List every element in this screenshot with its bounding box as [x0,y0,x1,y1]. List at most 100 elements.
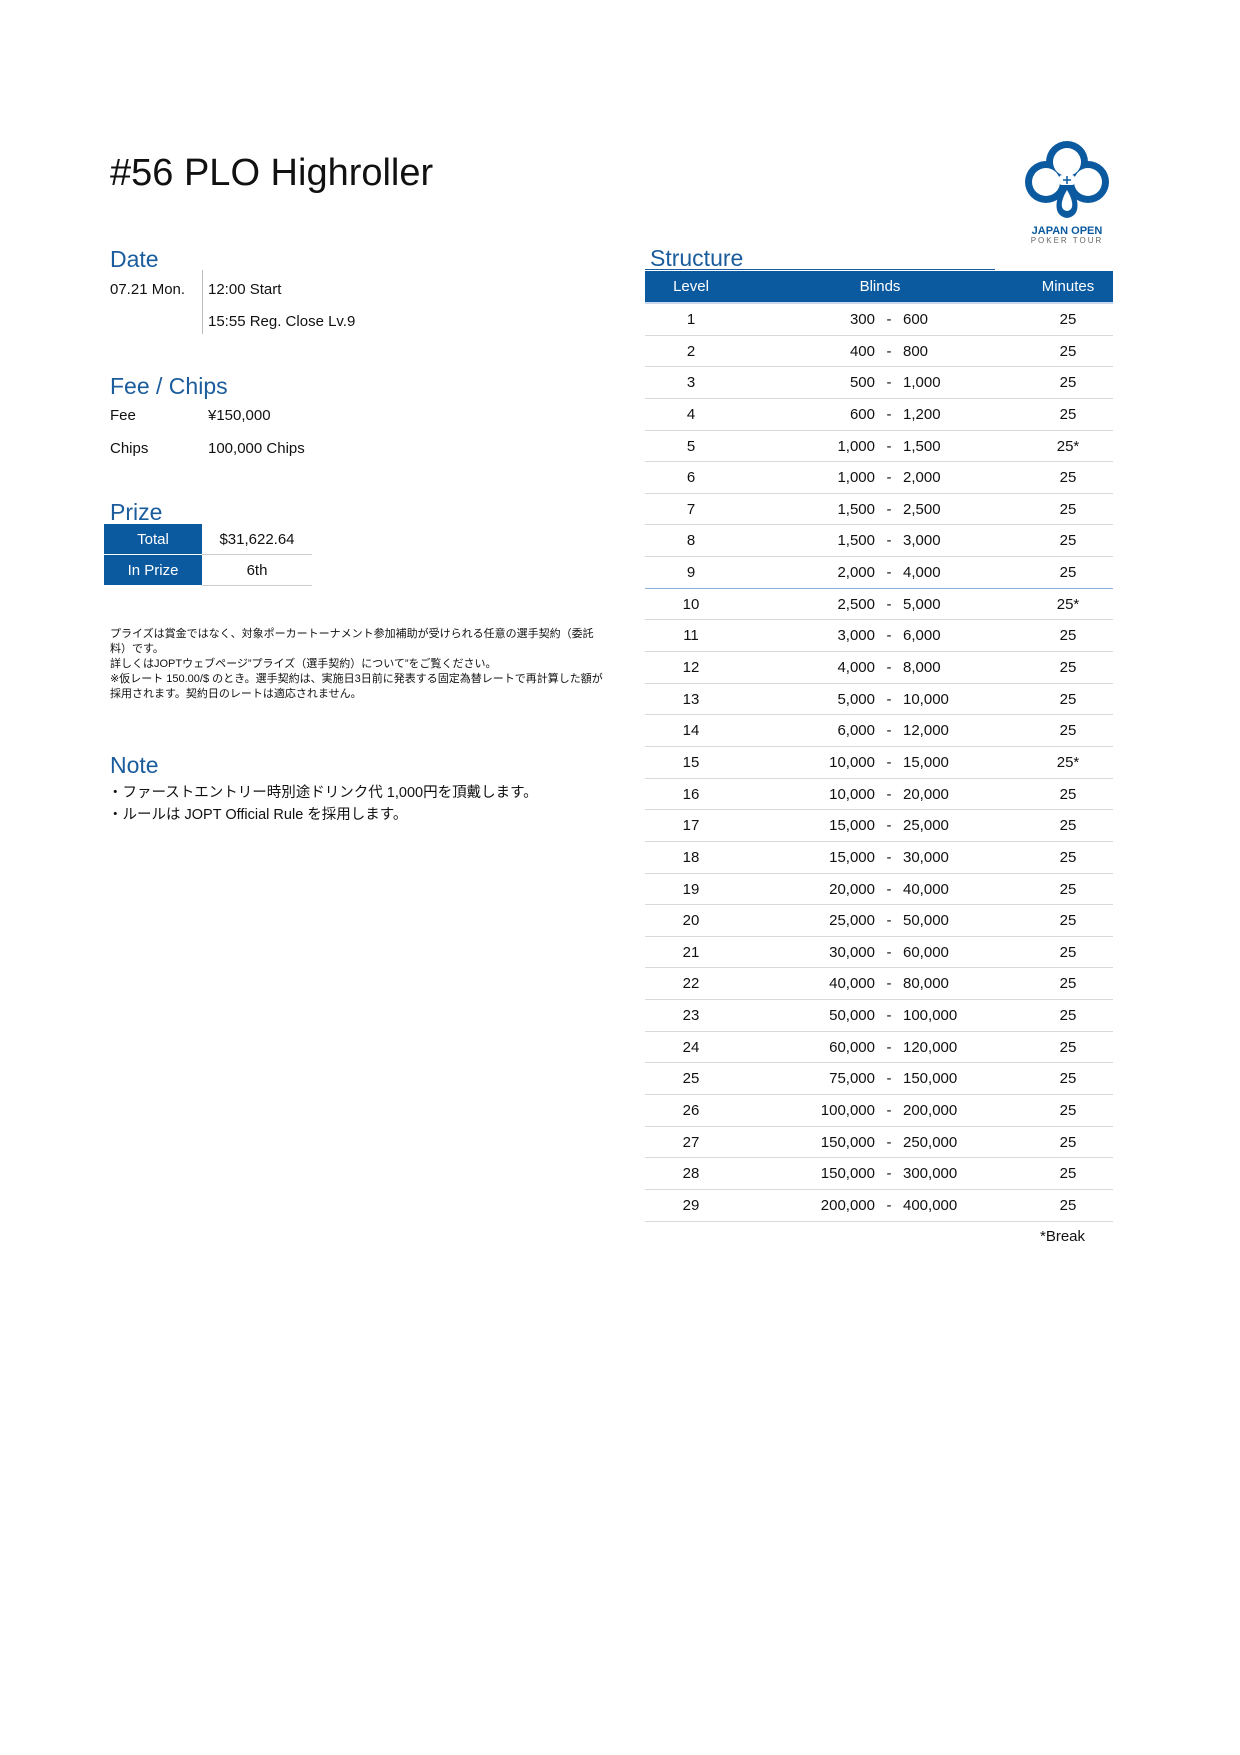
big-blind-cell: 250,000 [903,1133,958,1151]
big-blind-cell: 20,000 [903,785,949,803]
blind-separator: - [886,753,892,771]
minutes-cell: 25 [1059,912,1077,930]
table-row: 5 1,000-1,500 25* [645,431,1113,463]
blind-separator: - [886,1196,892,1214]
minutes-cell: 25 [1059,500,1077,518]
fee-label: Fee [110,407,136,424]
minutes-cell: 25 [1059,848,1077,866]
minutes-cell: 25 [1059,975,1077,993]
table-row: 2 400-800 25 [645,336,1113,368]
small-blind-cell: 2,000 [837,564,875,582]
table-row: 14 6,000-12,000 25 [645,715,1113,747]
prize-table: Total $31,622.64 In Prize 6th [104,524,312,586]
prize-inprize-row: In Prize 6th [104,554,312,586]
minutes-cell: 25 [1059,690,1077,708]
big-blind-cell: 800 [903,342,929,360]
note-item: ・ファーストエントリー時別途ドリンク代 1,000円を頂戴します。 [108,785,538,801]
minutes-cell: 25* [1056,753,1080,771]
small-blind-cell: 15,000 [829,848,875,866]
disclaimer-line: ※仮レート 150.00/$ のとき。選手契約は、実施日3日前に発表する固定為替… [110,673,603,700]
small-blind-cell: 1,000 [837,437,875,455]
minutes-cell: 25 [1059,342,1077,360]
level-cell: 23 [682,1007,700,1025]
minutes-cell: 25* [1056,437,1080,455]
level-cell: 12 [682,659,700,677]
table-row: 26 100,000-200,000 25 [645,1095,1113,1127]
minutes-cell: 25 [1059,469,1077,487]
minutes-cell: 25 [1059,943,1077,961]
blind-separator: - [886,1007,892,1025]
prize-heading: Prize [110,499,163,525]
blind-separator: - [886,311,892,328]
date-heading: Date [110,246,159,272]
table-row: 24 60,000-120,000 25 [645,1032,1113,1064]
small-blind-cell: 25,000 [829,912,875,930]
table-row: 10 2,500-5,000 25* [645,589,1113,621]
level-cell: 5 [686,437,696,455]
jopt-logo: JAPAN OPEN POKER TOUR [1025,141,1109,245]
small-blind-cell: 10,000 [829,785,875,803]
minutes-cell: 25 [1059,722,1077,740]
small-blind-cell: 1,500 [837,500,875,518]
minutes-cell: 25 [1059,1196,1077,1214]
minutes-cell: 25 [1059,1165,1077,1183]
small-blind-cell: 5,000 [837,690,875,708]
minutes-cell: 25 [1059,405,1077,423]
small-blind-cell: 75,000 [829,1070,875,1088]
big-blind-cell: 12,000 [903,722,949,740]
minutes-cell: 25 [1059,785,1077,803]
blind-separator: - [886,405,892,423]
level-cell: 21 [682,943,700,961]
big-blind-cell: 6,000 [903,627,941,645]
minutes-cell: 25 [1059,1133,1077,1151]
small-blind-cell: 3,000 [837,627,875,645]
table-row: 20 25,000-50,000 25 [645,905,1113,937]
small-blind-cell: 200,000 [820,1196,875,1214]
note-item: ・ルールは JOPT Official Rule を採用します。 [108,807,408,823]
prize-total-row: Total $31,622.64 [104,524,312,555]
table-row: 29 200,000-400,000 25 [645,1190,1113,1222]
blind-separator: - [886,532,892,550]
minutes-cell: 25 [1059,627,1077,645]
big-blind-cell: 2,500 [903,500,941,518]
small-blind-cell: 500 [849,374,875,392]
table-row: 21 30,000-60,000 25 [645,937,1113,969]
level-cell: 28 [682,1165,700,1183]
inprize-value: 6th [202,554,312,586]
small-blind-cell: 150,000 [820,1133,875,1151]
minutes-cell: 25 [1059,817,1077,835]
small-blind-cell: 50,000 [829,1007,875,1025]
disclaimer-line: プライズは賞金ではなく、対象ポーカートーナメント参加補助が受けられる任意の選手契… [110,628,594,655]
small-blind-cell: 10,000 [829,753,875,771]
break-footnote: *Break [1040,1228,1086,1245]
level-cell: 26 [682,1102,700,1119]
blind-separator: - [886,1102,892,1119]
big-blind-cell: 300,000 [903,1165,958,1183]
blind-separator: - [886,374,892,392]
big-blind-cell: 2,000 [903,469,941,487]
big-blind-cell: 80,000 [903,975,949,993]
level-cell: 18 [682,848,700,866]
small-blind-cell: 15,000 [829,817,875,835]
big-blind-cell: 1,000 [903,374,941,392]
blind-separator: - [886,722,892,740]
level-cell: 8 [686,532,696,550]
blind-separator: - [886,500,892,518]
blind-separator: - [886,1165,892,1183]
total-value: $31,622.64 [202,524,312,555]
big-blind-cell: 8,000 [903,659,941,677]
minutes-cell: 25 [1059,880,1077,898]
table-row: 3 500-1,000 25 [645,367,1113,399]
table-row: 7 1,500-2,500 25 [645,494,1113,526]
big-blind-cell: 200,000 [903,1102,958,1119]
level-cell: 10 [682,595,700,613]
big-blind-cell: 5,000 [903,595,941,613]
small-blind-cell: 600 [849,405,875,423]
table-row: 15 10,000-15,000 25* [645,747,1113,779]
table-row: 13 5,000-10,000 25 [645,684,1113,716]
col-level: Level [673,278,709,295]
small-blind-cell: 400 [849,342,875,360]
level-cell: 9 [686,564,696,582]
minutes-cell: 25* [1056,595,1080,613]
level-cell: 7 [686,500,696,518]
